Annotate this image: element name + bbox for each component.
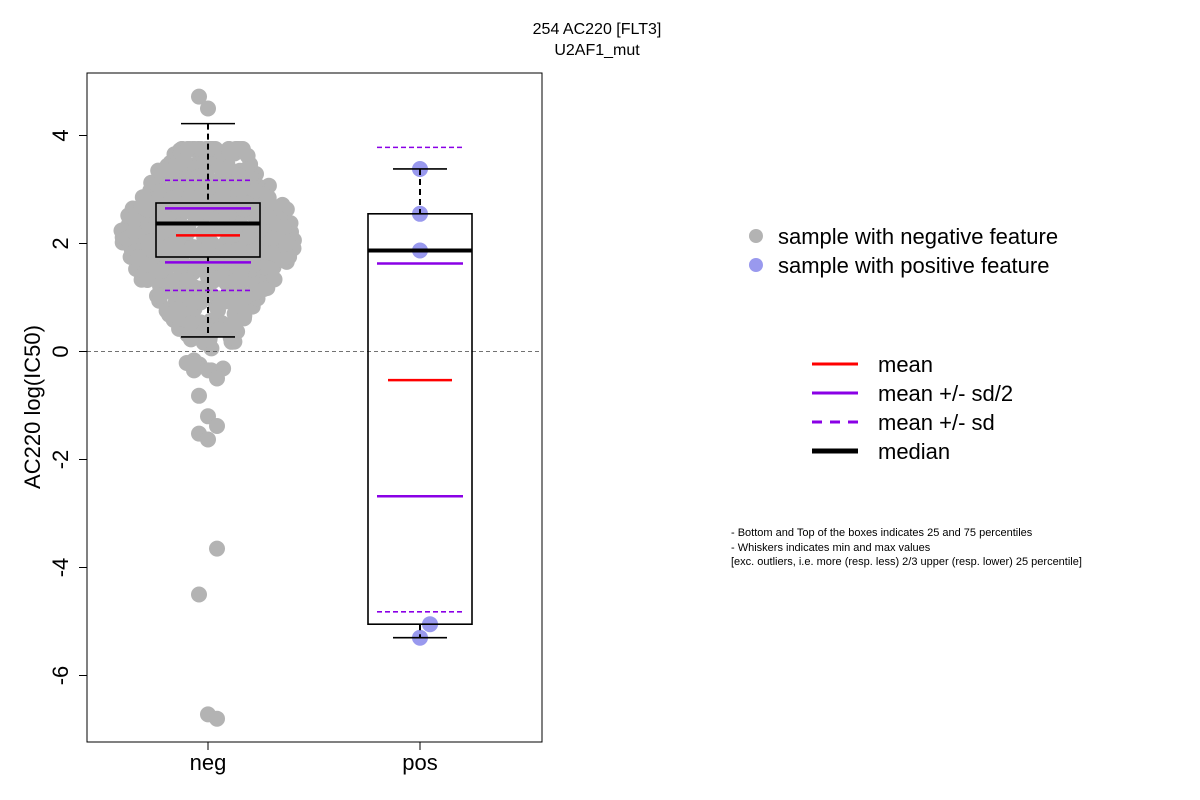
- neg-sample-point: [179, 170, 196, 187]
- box-neg: [155, 122, 261, 338]
- legend-lines: mean mean +/- sd/2 mean +/- sd median: [812, 352, 1013, 464]
- neg-sample-point: [275, 218, 292, 235]
- neg-sample-point: [183, 315, 199, 331]
- neg-sample-point: [218, 204, 235, 221]
- neg-sample-point: [232, 181, 249, 198]
- legend-line-label: mean +/- sd: [878, 410, 995, 435]
- plot-frame: [86, 72, 543, 743]
- neg-outlier-point: [191, 88, 207, 105]
- note-line-2: - Whiskers indicates min and max values: [731, 542, 931, 554]
- neg-sample-point: [213, 161, 230, 178]
- neg-sample-point: [172, 257, 189, 274]
- neg-sample-point: [264, 230, 281, 247]
- neg-sample-point: [192, 294, 209, 311]
- neg-outlier-point: [200, 431, 216, 448]
- neg-outlier-point: [191, 387, 207, 404]
- neg-sample-point: [232, 141, 249, 157]
- neg-outlier-point: [200, 100, 216, 117]
- neg-sample-point: [274, 196, 291, 213]
- neg-sample-point: [231, 167, 248, 184]
- chart-subtitle: U2AF1_mut: [554, 42, 640, 59]
- neg-sample-point: [245, 257, 262, 273]
- legend-line-label: mean: [878, 352, 933, 377]
- neg-sample-point: [163, 162, 180, 179]
- note-line-1: - Bottom and Top of the boxes indicates …: [731, 527, 1033, 539]
- neg-sample-point: [178, 355, 195, 371]
- neg-sample-point: [216, 289, 233, 306]
- neg-sample-point: [240, 229, 257, 245]
- neg-sample-point: [176, 152, 193, 169]
- y-tick-label: -6: [48, 666, 73, 686]
- neg-sample-point: [279, 235, 296, 252]
- neg-sample-point: [201, 268, 218, 284]
- plot-area: [87, 88, 542, 727]
- neg-sample-point: [130, 249, 147, 266]
- neg-sample-point: [223, 316, 240, 333]
- neg-sample-point: [139, 272, 156, 288]
- neg-outlier-point: [209, 540, 225, 557]
- neg-sample-point: [163, 190, 180, 207]
- chart-title: 254 AC220 [FLT3]: [533, 21, 662, 38]
- neg-sample-point: [166, 236, 183, 253]
- neg-sample-point: [260, 189, 277, 206]
- legend-point-marker: [749, 258, 763, 272]
- neg-sample-point: [228, 297, 245, 314]
- neg-sample-point: [228, 278, 245, 295]
- chart-notes: - Bottom and Top of the boxes indicates …: [731, 527, 1082, 568]
- neg-sample-point: [211, 321, 227, 338]
- neg-outlier-point: [191, 586, 207, 603]
- neg-sample-point: [247, 182, 264, 199]
- neg-sample-point: [183, 331, 199, 348]
- legend-points: sample with negative feature sample with …: [749, 224, 1058, 278]
- y-tick-label: 4: [48, 129, 73, 141]
- neg-sample-point: [201, 331, 218, 348]
- legend-point-marker: [749, 229, 763, 243]
- box-iqr: [367, 213, 473, 625]
- y-axis-label: AC220 log(IC50): [20, 325, 45, 489]
- y-tick-label: -4: [48, 558, 73, 578]
- y-tick-label: -2: [48, 450, 73, 470]
- y-tick-label: 0: [48, 345, 73, 357]
- x-tick-label: pos: [402, 750, 437, 775]
- neg-sample-point: [281, 248, 298, 265]
- note-line-3: [exc. outliers, i.e. more (resp. less) 2…: [731, 556, 1082, 568]
- y-axis: -6 -4 -2 0 2 4: [48, 129, 87, 685]
- neg-sample-point: [221, 141, 238, 157]
- neg-sample-point: [266, 271, 283, 288]
- neg-sample-point: [180, 190, 197, 207]
- legend-line-label: median: [878, 439, 950, 464]
- legend-line-label: mean +/- sd/2: [878, 381, 1013, 406]
- neg-sample-point: [193, 141, 210, 157]
- neg-sample-point: [152, 287, 169, 304]
- box-iqr: [155, 202, 261, 258]
- neg-sample-point: [188, 246, 205, 262]
- neg-sample-point: [256, 281, 272, 297]
- y-tick-label: 2: [48, 237, 73, 249]
- legend-point-label: sample with positive feature: [778, 253, 1049, 278]
- legend-point-label: sample with negative feature: [778, 224, 1058, 249]
- neg-sample-point: [179, 272, 196, 289]
- neg-sample-point: [150, 263, 167, 280]
- neg-sample-point: [215, 186, 232, 203]
- neg-sample-point: [149, 201, 166, 218]
- neg-sample-point: [219, 243, 236, 260]
- x-tick-label: neg: [190, 750, 227, 775]
- neg-sample-point: [197, 204, 214, 221]
- box-pos: [367, 146, 473, 639]
- neg-sample-point: [125, 223, 142, 240]
- neg-sample-point: [264, 245, 281, 262]
- neg-outlier-point: [209, 370, 225, 387]
- neg-outlier-point: [209, 418, 225, 434]
- neg-sample-point: [125, 210, 142, 227]
- x-axis: neg pos: [190, 742, 438, 775]
- neg-outlier-point: [209, 710, 225, 727]
